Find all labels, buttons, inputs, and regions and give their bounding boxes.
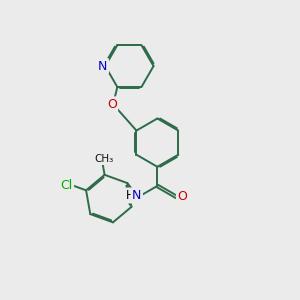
Text: H: H [126,189,134,202]
Text: N: N [98,60,108,73]
Text: Cl: Cl [60,178,73,192]
Text: O: O [107,98,117,111]
Text: CH₃: CH₃ [94,154,113,164]
Text: O: O [177,190,187,203]
Text: N: N [132,189,142,202]
